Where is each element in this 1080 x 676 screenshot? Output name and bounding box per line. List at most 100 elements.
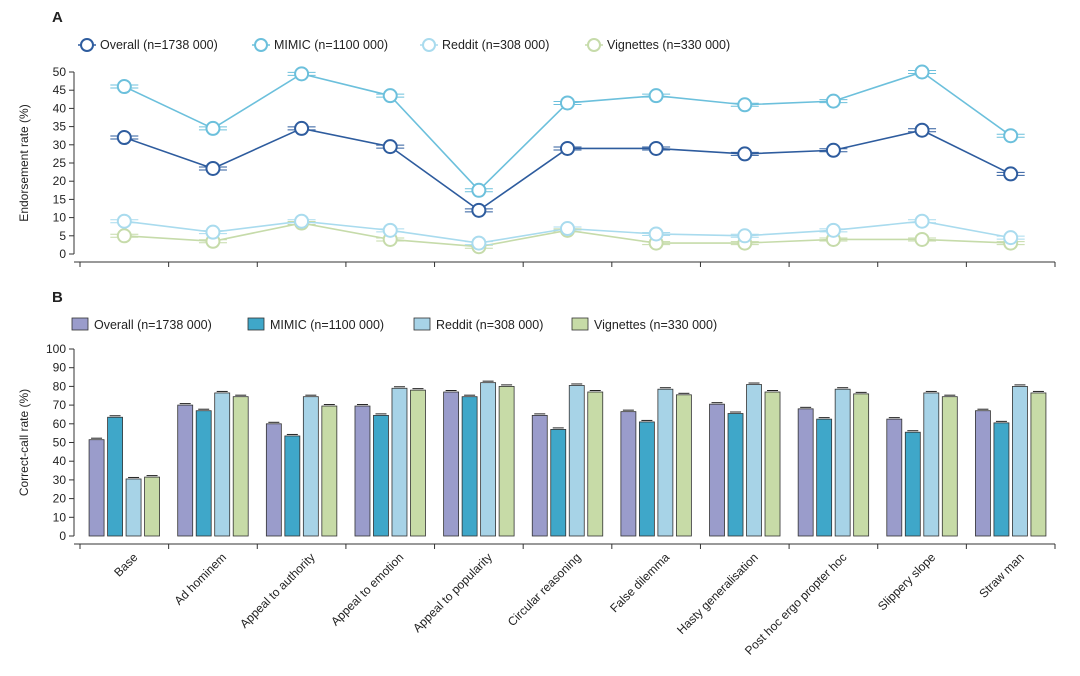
panel-b-bar — [265, 423, 282, 537]
panel-a-point — [648, 140, 664, 156]
panel-a-point — [471, 182, 487, 198]
panel-b-y-tick-label: 40 — [53, 454, 67, 468]
legend-b-label: Vignettes (n=330 000) — [594, 318, 717, 332]
panel-b-y-tick-label: 0 — [59, 529, 66, 543]
panel-b-y-tick-label: 80 — [53, 379, 67, 393]
panel-a-point — [825, 222, 841, 238]
panel-a-point — [471, 235, 487, 251]
panel-b-bar — [657, 388, 674, 537]
legend-b-item: MIMIC (n=1100 000) — [247, 317, 384, 332]
panel-b-bar — [975, 410, 991, 537]
panel-b-bar — [498, 385, 515, 537]
panel-b-bar — [587, 391, 604, 537]
panel-b-bar — [461, 396, 478, 537]
panel-b-bar — [1030, 392, 1047, 537]
category-label: Straw man — [976, 550, 1026, 600]
panel-a-point — [205, 160, 221, 176]
panel-b-bar — [886, 418, 903, 537]
panel-a-point — [914, 231, 930, 247]
panel-b-bar — [993, 422, 1010, 537]
legend-a-marker — [422, 38, 436, 52]
panel-b-y-tick-label: 60 — [53, 417, 67, 431]
panel-b-y-tick-label: 20 — [53, 492, 67, 506]
panel-b-bar — [232, 396, 249, 537]
panel-a-y-tick-label: 0 — [59, 247, 66, 261]
category-label: Post hoc ergo propter hoc — [742, 550, 850, 658]
category-label: Appeal to popularity — [410, 550, 495, 635]
legend-b-label: MIMIC (n=1100 000) — [270, 318, 384, 332]
panel-b-bar — [620, 411, 637, 537]
legend-a-label: Reddit (n=308 000) — [442, 38, 549, 52]
legend-a-marker — [587, 38, 601, 52]
panel-a-point — [294, 213, 310, 229]
legend-a-item: MIMIC (n=1100 000) — [252, 38, 388, 52]
panel-a-y-tick-label: 10 — [53, 211, 67, 225]
panel-a-point — [560, 140, 575, 156]
panel-b-bar — [302, 396, 319, 537]
panel-a-point — [382, 88, 398, 104]
panel-b-bar — [177, 404, 194, 537]
panel-b-bar — [764, 391, 781, 537]
panel-a-point — [205, 120, 221, 136]
panel-b-bar — [941, 396, 958, 537]
panel-a-point — [560, 95, 575, 111]
legend-b-swatch — [571, 317, 589, 331]
legend-b-label: Reddit (n=308 000) — [436, 318, 543, 332]
panel-a-point — [1003, 230, 1019, 246]
panel-b-bar — [284, 435, 301, 537]
panel-a-point — [1003, 166, 1019, 182]
panel-a-point — [737, 228, 753, 244]
panel-a-y-tick-label: 40 — [53, 101, 67, 115]
panel-a-point — [560, 221, 575, 237]
legend-b-swatch — [71, 317, 89, 331]
panel-b-y-tick-label: 10 — [53, 510, 67, 524]
panel-b-y-tick-label: 30 — [53, 473, 67, 487]
panel-b-y-tick-label: 70 — [53, 398, 67, 412]
panel-b-bar — [531, 414, 548, 537]
panel-a-y-title: Endorsement rate (%) — [17, 104, 31, 221]
legend-b-item: Reddit (n=308 000) — [413, 317, 543, 332]
panel-b-bar — [675, 394, 692, 537]
panel-b-y-tick-label: 90 — [53, 361, 67, 375]
panel-a-point — [116, 213, 132, 229]
panel-b-bar — [144, 476, 160, 537]
legend-a-item: Overall (n=1738 000) — [78, 38, 218, 52]
panel-b-bar — [746, 384, 762, 537]
panel-b-bar — [727, 413, 744, 537]
panel-a-series-line — [123, 71, 1012, 192]
legend-b-label: Overall (n=1738 000) — [94, 318, 212, 332]
legend-b-item: Vignettes (n=330 000) — [571, 317, 717, 332]
panel-a-point — [116, 228, 132, 244]
legend-b-swatch — [413, 317, 431, 331]
panel-a-point — [737, 146, 753, 162]
panel-b-bar — [410, 389, 426, 537]
panel-a-series-line — [124, 127, 1012, 212]
panel-a-y-tick-label: 30 — [53, 138, 67, 152]
panel-a-point — [825, 142, 841, 158]
panel-a-letter: A — [52, 9, 63, 26]
panel-b-bar — [391, 387, 408, 537]
panel-a-point — [737, 97, 753, 113]
panel-b-bar — [443, 391, 460, 537]
panel-b-bar — [904, 431, 921, 537]
panel-a-point — [648, 88, 664, 104]
panel-a-y-tick-label: 50 — [53, 65, 67, 79]
legend-a-label: MIMIC (n=1100 000) — [274, 38, 388, 52]
category-label: Hasty generalisation — [674, 550, 761, 637]
legend-b-item: Overall (n=1738 000) — [71, 317, 212, 332]
panel-a-point — [914, 122, 930, 138]
category-label: False dilemma — [607, 550, 672, 615]
panel-a-point — [914, 64, 930, 80]
panel-b-bar — [354, 405, 371, 537]
panel-a-point — [116, 130, 132, 146]
legend-a-marker — [254, 38, 268, 52]
panel-a-y-tick-label: 5 — [59, 229, 66, 243]
panel-b-letter: B — [52, 289, 63, 306]
legend-a-label: Overall (n=1738 000) — [100, 38, 218, 52]
panel-b-bar — [550, 429, 567, 537]
panel-b-bar — [568, 385, 585, 537]
panel-b-bar — [88, 439, 105, 537]
legend-a-item: Vignettes (n=330 000) — [585, 38, 730, 52]
category-label: Appeal to emotion — [328, 550, 406, 628]
panel-a-point — [825, 93, 841, 109]
